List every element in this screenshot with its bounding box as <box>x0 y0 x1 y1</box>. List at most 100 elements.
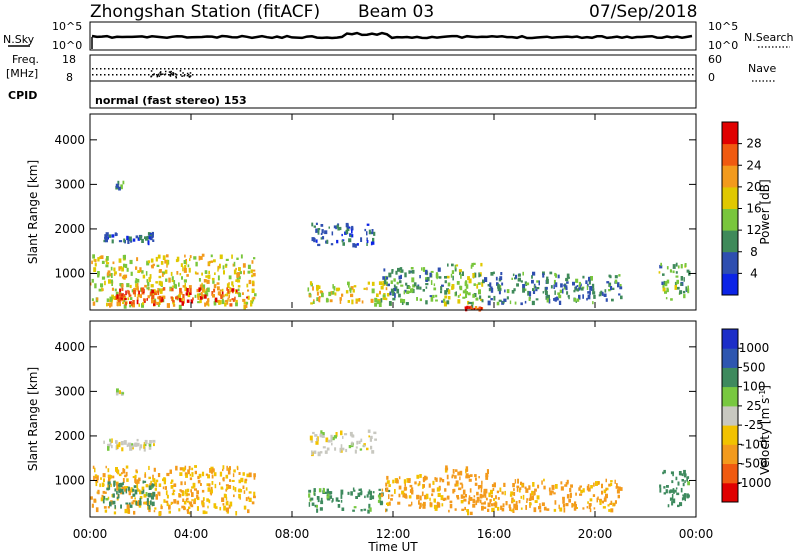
nave-dot <box>264 68 266 70</box>
data-cell <box>137 283 139 288</box>
nave-dot <box>552 68 554 70</box>
freq-dot <box>668 74 670 76</box>
data-cell <box>247 289 250 292</box>
data-cell <box>139 444 143 449</box>
data-cell <box>323 488 325 493</box>
data-cell <box>681 479 684 482</box>
data-cell <box>550 285 553 289</box>
data-cell <box>516 487 519 492</box>
data-cell <box>572 281 575 286</box>
data-cell <box>120 297 123 300</box>
colorbar-segment <box>722 143 738 166</box>
nave-dot <box>280 68 282 70</box>
x-tick-label: 00:00 <box>679 527 714 541</box>
colorbar-segment <box>722 273 738 296</box>
data-cell <box>669 497 673 501</box>
data-cell <box>466 305 469 309</box>
data-cell <box>399 267 403 271</box>
data-cell <box>557 274 560 279</box>
data-cell <box>117 484 121 487</box>
data-cell <box>115 445 118 451</box>
data-cell <box>539 509 542 513</box>
data-cell <box>245 301 249 305</box>
data-cell <box>204 290 208 296</box>
data-cell <box>454 475 457 479</box>
data-cell <box>444 488 447 492</box>
freq-dot <box>260 74 262 76</box>
data-cell <box>386 281 388 287</box>
freq-dot <box>252 74 254 76</box>
freq-dot <box>376 74 378 76</box>
data-cell <box>118 473 122 477</box>
data-cell <box>492 271 495 275</box>
data-cell <box>573 298 577 302</box>
data-cell <box>310 302 313 305</box>
data-cell <box>106 256 109 261</box>
data-cell <box>233 469 236 473</box>
freq-dot <box>536 74 538 76</box>
data-cell <box>197 475 200 480</box>
data-cell <box>170 481 173 484</box>
data-cell <box>329 299 333 303</box>
data-cell <box>525 488 529 493</box>
data-cell <box>444 276 447 279</box>
freq-dot <box>572 74 574 76</box>
freq-dot <box>244 74 246 76</box>
data-cell <box>497 284 500 289</box>
nave-dot <box>260 68 262 70</box>
nave-dot <box>252 68 254 70</box>
data-cell <box>676 492 680 496</box>
nave-dot <box>688 68 690 70</box>
data-cell <box>532 482 535 487</box>
data-cell <box>115 183 119 188</box>
data-cell <box>240 477 244 483</box>
data-cell <box>400 284 404 287</box>
data-cell <box>228 275 232 280</box>
data-cell <box>528 291 532 297</box>
data-cell <box>138 292 140 297</box>
freq-dot <box>186 74 189 77</box>
data-cell <box>335 497 339 502</box>
data-cell <box>124 488 127 492</box>
data-cell <box>217 275 220 281</box>
data-cell <box>126 478 129 482</box>
data-cell <box>423 501 426 506</box>
data-cell <box>166 303 170 308</box>
data-cell <box>159 289 163 294</box>
data-cell <box>405 302 409 306</box>
nave-dot <box>568 68 570 70</box>
data-cell <box>461 508 465 511</box>
data-cell <box>209 468 212 473</box>
data-cell <box>120 504 122 509</box>
nave-dot <box>144 68 146 70</box>
data-cell <box>139 496 143 500</box>
data-cell <box>172 285 176 288</box>
data-cell <box>663 492 666 495</box>
data-cell <box>187 493 190 496</box>
data-cell <box>126 267 129 272</box>
data-cell <box>307 287 310 292</box>
data-cell <box>123 254 126 260</box>
data-cell <box>330 243 334 246</box>
data-cell <box>366 494 369 498</box>
data-cell <box>462 296 466 299</box>
data-cell <box>388 272 392 278</box>
data-cell <box>170 271 173 276</box>
data-cell <box>253 495 256 499</box>
data-cell <box>182 490 185 496</box>
freq-dot <box>150 70 153 72</box>
data-cell <box>350 286 354 290</box>
freq-dot <box>176 74 178 76</box>
nave-dot <box>200 68 202 70</box>
data-cell <box>548 298 551 304</box>
data-cell <box>100 283 104 288</box>
freq-dot <box>160 73 163 75</box>
nave-dot <box>496 68 498 70</box>
nave-dot <box>620 68 622 70</box>
data-cell <box>456 497 460 500</box>
data-cell <box>531 495 534 501</box>
freq-dot <box>348 74 350 76</box>
data-cell <box>460 273 462 279</box>
data-cell <box>110 266 113 271</box>
